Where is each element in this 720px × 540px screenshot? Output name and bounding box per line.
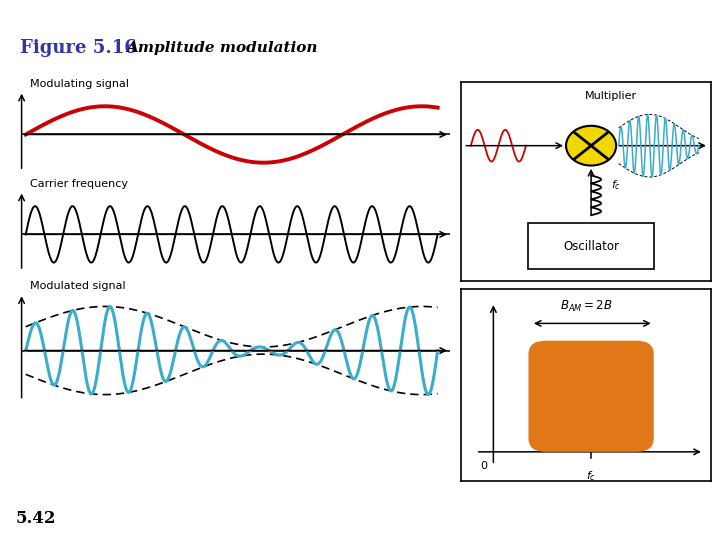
Text: Multiplier: Multiplier xyxy=(585,91,637,101)
Text: 0: 0 xyxy=(480,461,487,471)
Text: 5.42: 5.42 xyxy=(16,510,56,527)
Text: Oscillator: Oscillator xyxy=(563,240,619,253)
Text: $f_c$: $f_c$ xyxy=(611,179,621,192)
FancyBboxPatch shape xyxy=(528,341,654,452)
Text: $f_c$: $f_c$ xyxy=(586,469,596,483)
Text: Modulating signal: Modulating signal xyxy=(30,79,129,89)
Text: Figure 5.16: Figure 5.16 xyxy=(20,39,137,57)
Circle shape xyxy=(566,126,616,166)
Text: Modulated signal: Modulated signal xyxy=(30,281,125,291)
Text: Carrier frequency: Carrier frequency xyxy=(30,179,128,188)
Text: Amplitude modulation: Amplitude modulation xyxy=(126,42,318,56)
Text: $B_{AM} = 2B$: $B_{AM} = 2B$ xyxy=(560,299,612,314)
FancyBboxPatch shape xyxy=(528,223,654,269)
